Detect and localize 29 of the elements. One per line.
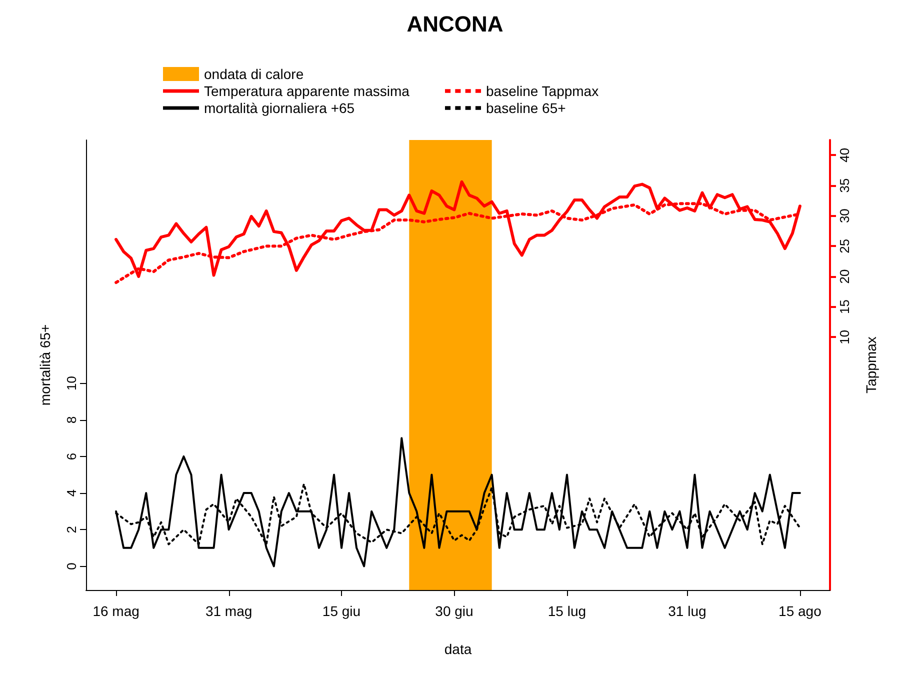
y-axis-title: mortalità 65+ [37, 324, 53, 406]
legend-label: ondata di calore [204, 66, 304, 82]
y-tick-label: 10 [64, 376, 79, 391]
y2-tick-label: 20 [837, 269, 852, 284]
legend-label: baseline 65+ [486, 100, 566, 116]
y-tick-label: 4 [64, 489, 79, 497]
y2-tick-label: 35 [837, 178, 852, 193]
legend-label: Temperatura apparente massima [204, 83, 410, 99]
y-tick-label: 6 [64, 452, 79, 460]
y-tick-label: 0 [64, 562, 79, 570]
x-tick-label: 15 lug [548, 603, 586, 619]
y2-tick-label: 10 [837, 330, 852, 344]
x-tick-label: 30 giu [435, 603, 474, 619]
x-tick-label: 31 mag [205, 603, 252, 619]
y-tick-label: 8 [64, 416, 79, 424]
y2-axis-title: Tappmax [863, 336, 879, 394]
x-tick-label: 15 giu [322, 603, 361, 619]
x-axis-title: data [444, 641, 472, 657]
legend-label: baseline Tappmax [486, 83, 599, 99]
y2-tick-label: 25 [837, 238, 852, 254]
y2-tick-label: 15 [837, 300, 852, 314]
x-tick-label: 16 mag [92, 603, 140, 619]
y-tick-label: 2 [64, 526, 79, 534]
x-tick-label: 31 lug [668, 603, 706, 619]
x-tick-label: 15 ago [778, 603, 822, 619]
y2-tick-label: 40 [837, 148, 852, 162]
y2-tick-label: 30 [837, 208, 852, 224]
legend-label: mortalità giornaliera +65 [204, 100, 355, 116]
chart-title: ANCONA [406, 12, 504, 36]
